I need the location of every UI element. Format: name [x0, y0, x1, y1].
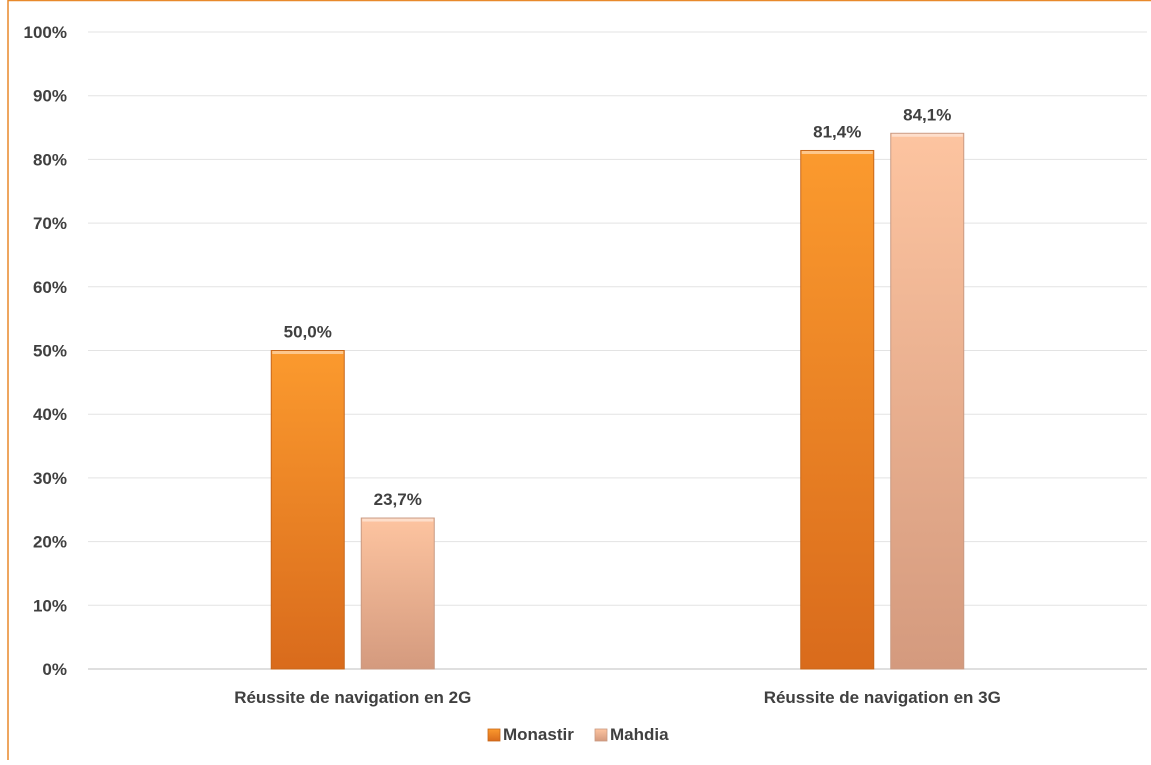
legend-swatch-monastir	[487, 728, 501, 742]
y-tick-label: 20%	[33, 533, 67, 552]
y-tick-label: 30%	[33, 469, 67, 488]
legend-label-monastir: Monastir	[503, 725, 574, 744]
data-label: 50,0%	[284, 323, 332, 342]
y-tick-label: 0%	[42, 660, 67, 679]
bar-mahdia-1	[360, 517, 435, 670]
legend-swatch-mahdia	[594, 728, 608, 742]
bar-monastir-1	[270, 350, 345, 670]
bar-highlight	[891, 133, 963, 137]
y-tick-label: 10%	[33, 596, 67, 615]
y-tick-label: 60%	[33, 278, 67, 297]
bar-highlight	[801, 150, 873, 154]
data-label: 23,7%	[374, 490, 422, 509]
y-tick-label: 70%	[33, 214, 67, 233]
data-label: 81,4%	[813, 122, 861, 141]
bar-highlight	[362, 518, 434, 522]
y-tick-label: 40%	[33, 405, 67, 424]
y-tick-label: 100%	[24, 23, 67, 42]
bar-monastir-2	[800, 149, 875, 670]
y-tick-label: 90%	[33, 87, 67, 106]
y-tick-label: 50%	[33, 342, 67, 361]
legend-label-mahdia: Mahdia	[610, 725, 669, 744]
x-category-label: Réussite de navigation en 2G	[234, 688, 471, 707]
y-tick-label: 80%	[33, 150, 67, 169]
bar-mahdia-2	[890, 132, 965, 670]
x-category-label: Réussite de navigation en 3G	[764, 688, 1001, 707]
data-label: 84,1%	[903, 105, 951, 124]
bar-highlight	[272, 351, 344, 354]
